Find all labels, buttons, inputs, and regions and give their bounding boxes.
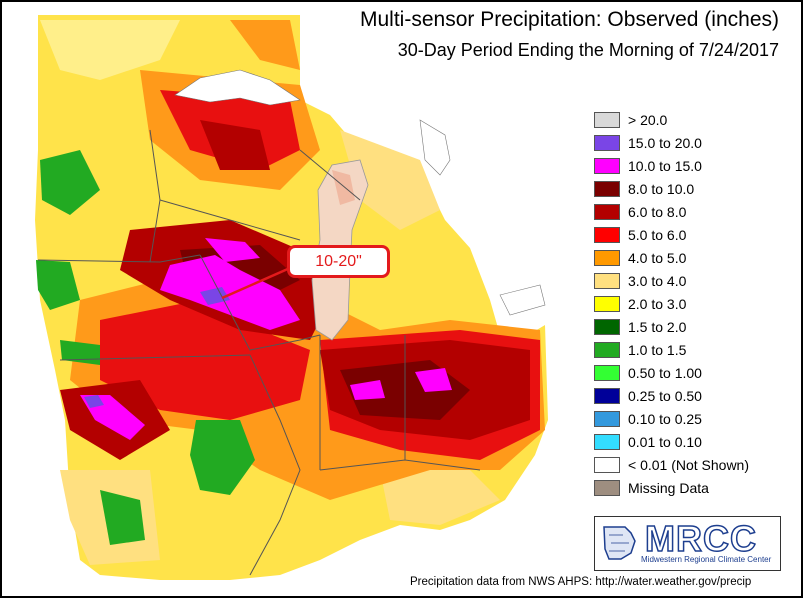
mrcc-logo: MRCC Midwestern Regional Climate Center — [594, 516, 781, 571]
legend-label: 4.0 to 5.0 — [628, 250, 687, 266]
legend-swatch — [594, 342, 620, 358]
legend-label: < 0.01 (Not Shown) — [628, 457, 750, 473]
map-title: Multi-sensor Precipitation: Observed (in… — [360, 8, 779, 31]
legend-swatch — [594, 411, 620, 427]
legend-item: 0.01 to 0.10 — [594, 432, 702, 452]
legend-swatch — [594, 388, 620, 404]
legend-label: 1.0 to 1.5 — [628, 342, 687, 358]
legend-item: 1.5 to 2.0 — [594, 317, 686, 337]
legend-label: 0.01 to 0.10 — [628, 434, 702, 450]
legend-swatch — [594, 112, 620, 128]
legend-label: 5.0 to 6.0 — [628, 227, 687, 243]
legend-item: Missing Data — [594, 478, 709, 498]
lake-huron — [419, 119, 451, 176]
callout-label: 10-20" — [287, 245, 390, 278]
legend-item: 0.25 to 0.50 — [594, 386, 702, 406]
legend-item: 6.0 to 8.0 — [594, 202, 686, 222]
legend-label: 0.25 to 0.50 — [628, 388, 702, 404]
legend-label: 2.0 to 3.0 — [628, 296, 687, 312]
legend-swatch — [594, 296, 620, 312]
callout-leader — [221, 266, 291, 300]
legend-item: 0.50 to 1.00 — [594, 363, 702, 383]
legend-swatch — [594, 457, 620, 473]
legend-label: > 20.0 — [628, 112, 668, 128]
legend-swatch — [594, 158, 620, 174]
lake-superior — [174, 69, 301, 106]
legend-swatch — [594, 434, 620, 450]
legend-swatch — [594, 365, 620, 381]
legend-label: 0.50 to 1.00 — [628, 365, 702, 381]
lake-erie — [499, 284, 546, 316]
legend-item: > 20.0 — [594, 110, 667, 130]
legend-label: 10.0 to 15.0 — [628, 158, 702, 174]
legend-swatch — [594, 319, 620, 335]
legend-swatch — [594, 181, 620, 197]
legend-item: 3.0 to 4.0 — [594, 271, 686, 291]
legend-label: 8.0 to 10.0 — [628, 181, 695, 197]
legend-item: 2.0 to 3.0 — [594, 294, 686, 314]
legend-item: 10.0 to 15.0 — [594, 156, 702, 176]
legend-swatch — [594, 273, 620, 289]
legend-item: 1.0 to 1.5 — [594, 340, 686, 360]
legend-swatch — [594, 135, 620, 151]
legend-label: 0.10 to 0.25 — [628, 411, 702, 427]
legend-label: Missing Data — [628, 480, 709, 496]
legend-swatch — [594, 227, 620, 243]
legend-item: < 0.01 (Not Shown) — [594, 455, 749, 475]
legend-item: 5.0 to 6.0 — [594, 225, 686, 245]
legend-swatch — [594, 480, 620, 496]
legend-label: 3.0 to 4.0 — [628, 273, 687, 289]
legend-label: 1.5 to 2.0 — [628, 319, 687, 335]
legend-label: 15.0 to 20.0 — [628, 135, 702, 151]
map-subtitle: 30-Day Period Ending the Morning of 7/24… — [397, 40, 779, 60]
legend-item: 4.0 to 5.0 — [594, 248, 686, 268]
legend-label: 6.0 to 8.0 — [628, 204, 687, 220]
legend-item: 8.0 to 10.0 — [594, 179, 694, 199]
legend-swatch — [594, 250, 620, 266]
logo-wordmark: MRCC — [644, 517, 757, 560]
logo-subtitle: Midwestern Regional Climate Center — [641, 555, 772, 564]
legend-swatch — [594, 204, 620, 220]
legend-item: 0.10 to 0.25 — [594, 409, 702, 429]
data-source-note: Precipitation data from NWS AHPS: http:/… — [410, 576, 752, 588]
midwest-region-icon — [603, 526, 636, 560]
legend-item: 15.0 to 20.0 — [594, 133, 702, 153]
